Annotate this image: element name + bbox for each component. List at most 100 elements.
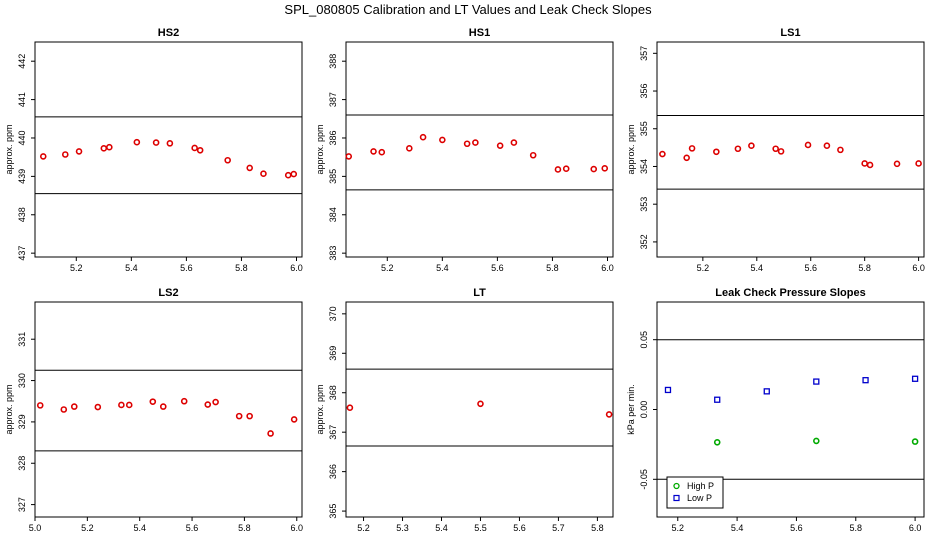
x-tick-label: 5.6 <box>491 263 504 273</box>
data-point <box>149 398 157 405</box>
y-tick-label: 365 <box>328 504 338 519</box>
plot-frame <box>345 301 614 518</box>
x-tick-label: 5.6 <box>804 263 817 273</box>
x-tick-label: 6.0 <box>909 523 922 533</box>
data-point <box>75 148 83 155</box>
x-tick-label: 5.8 <box>591 523 604 533</box>
data-point <box>804 141 812 149</box>
data-point <box>70 403 78 410</box>
plot-frame <box>34 301 303 518</box>
x-tick-label: 5.4 <box>436 263 449 273</box>
y-tick-label: 356 <box>639 84 649 99</box>
panel-6: Leak Check Pressure Slopes 5.2 5.4 5.6 5.8 6.… <box>626 287 925 533</box>
data-point <box>763 388 770 395</box>
figure-title: SPL_080805 Calibration and LT Values and… <box>284 2 652 17</box>
data-point <box>152 139 160 146</box>
y-tick-label: 385 <box>328 169 338 184</box>
data-point <box>39 153 47 160</box>
data-point <box>683 154 690 162</box>
y-tick-label: 386 <box>328 130 338 145</box>
y-tick-label: 438 <box>17 207 27 222</box>
panel-title: Leak Check Pressure Slopes <box>715 287 865 299</box>
y-tick-label: 366 <box>328 464 338 479</box>
x-tick-label: 5.4 <box>731 523 744 533</box>
plot-frame <box>345 41 614 258</box>
x-tick-label: 5.6 <box>790 523 803 533</box>
data-point <box>472 139 479 146</box>
y-tick-label: 368 <box>328 385 338 400</box>
panel-5: LT 5.2 5.3 5.4 5.5 5.6 5.7 5.8 365 366 367 368 369 37… <box>315 287 614 533</box>
data-point <box>106 143 113 151</box>
data-point <box>748 142 755 150</box>
y-tick-label: 367 <box>328 425 338 440</box>
x-tick-label: 5.2 <box>381 263 394 273</box>
x-tick-label: 6.0 <box>291 523 304 533</box>
x-tick-label: 5.5 <box>474 523 487 533</box>
data-point <box>94 403 102 411</box>
x-tick-label: 5.8 <box>235 263 248 273</box>
data-point <box>246 412 253 420</box>
y-tick-label: 383 <box>328 246 338 261</box>
data-point <box>837 146 844 154</box>
data-point <box>345 153 353 160</box>
y-tick-label: -0.05 <box>639 469 649 490</box>
data-point <box>235 412 243 420</box>
data-point <box>61 151 69 158</box>
data-point <box>406 145 413 152</box>
data-point <box>659 150 666 158</box>
data-point <box>246 164 254 172</box>
data-point <box>664 386 672 394</box>
y-tick-label: 327 <box>17 497 27 512</box>
data-point <box>378 148 386 156</box>
data-point <box>714 396 721 403</box>
x-tick-label: 5.2 <box>697 263 710 273</box>
y-tick-label: 352 <box>639 234 649 249</box>
y-tick-label: 370 <box>328 306 338 321</box>
legend-label: High P <box>687 481 714 491</box>
y-tick-label: 388 <box>328 54 338 69</box>
legend-marker <box>673 494 680 502</box>
y-tick-label: 357 <box>639 46 649 61</box>
x-tick-label: 5.4 <box>751 263 764 273</box>
data-point <box>590 165 598 173</box>
y-tick-label: 437 <box>17 246 27 261</box>
data-point <box>688 145 696 152</box>
x-tick-label: 6.0 <box>601 263 614 273</box>
y-tick-label: 440 <box>17 130 27 145</box>
data-point <box>893 160 901 168</box>
data-point <box>861 160 868 167</box>
data-point <box>196 146 204 154</box>
legend-box <box>666 476 724 509</box>
panel-title: HS1 <box>469 27 490 39</box>
x-tick-label: 5.0 <box>29 523 42 533</box>
data-point <box>191 144 198 152</box>
data-point <box>260 170 267 177</box>
data-point <box>823 142 831 150</box>
x-tick-label: 5.2 <box>357 523 370 533</box>
x-tick-label: 5.4 <box>133 523 146 533</box>
data-point <box>224 156 231 164</box>
data-point <box>166 140 174 147</box>
data-point <box>915 160 922 167</box>
panel-title: LS2 <box>158 287 178 299</box>
data-point <box>118 401 125 409</box>
data-point <box>777 148 785 155</box>
x-tick-label: 5.6 <box>180 263 193 273</box>
y-tick-label: 0.05 <box>639 331 649 349</box>
y-axis-label: approx. ppm <box>4 384 14 434</box>
data-point <box>346 404 354 412</box>
data-point <box>100 145 108 152</box>
data-point <box>439 136 446 144</box>
y-tick-label: 442 <box>17 54 27 69</box>
x-tick-label: 5.7 <box>552 523 565 533</box>
x-tick-label: 5.8 <box>238 523 251 533</box>
y-axis-label: approx. ppm <box>315 124 325 174</box>
data-point <box>290 416 298 423</box>
x-tick-label: 5.6 <box>186 523 199 533</box>
data-point <box>284 171 292 179</box>
data-point <box>36 402 44 409</box>
data-point <box>204 401 212 408</box>
data-point <box>463 140 471 148</box>
x-tick-label: 5.4 <box>125 263 138 273</box>
data-point <box>862 377 869 384</box>
